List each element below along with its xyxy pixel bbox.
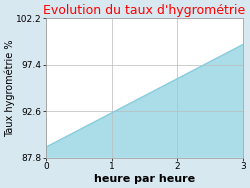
Title: Evolution du taux d'hygrométrie: Evolution du taux d'hygrométrie xyxy=(43,4,245,17)
Y-axis label: Taux hygrométrie %: Taux hygrométrie % xyxy=(4,39,15,137)
Polygon shape xyxy=(46,45,243,158)
X-axis label: heure par heure: heure par heure xyxy=(94,174,195,184)
